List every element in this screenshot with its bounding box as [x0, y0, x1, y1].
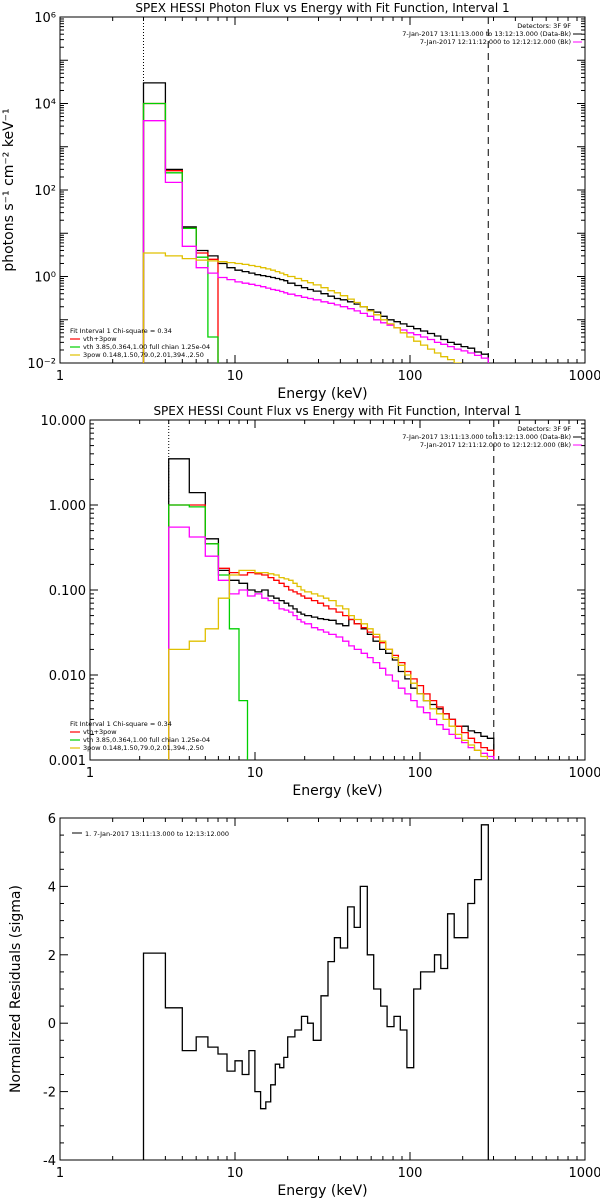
- series-group: [168, 458, 495, 760]
- y-tick-label: 1.000: [49, 499, 86, 514]
- plot-frame: [59, 817, 586, 1161]
- y-tick-label: -2: [43, 1086, 56, 1101]
- legend-top-entry: 7-Jan-2017 13:11:13.000 to 13:12:13.000 …: [402, 433, 571, 441]
- series-line-5: [168, 569, 489, 760]
- y-tick-label: 0.100: [49, 584, 86, 599]
- chart-3: 1 10 100 1000 Energy (keV) -4 -2 0 2 4 6 Normalized…: [8, 812, 600, 1199]
- fit-legend-entry: vth+3pow: [83, 728, 117, 736]
- x-tick-label: 10: [227, 1166, 244, 1181]
- y-tick-label: 0.010: [49, 669, 86, 684]
- series-line-3: [142, 102, 219, 363]
- y-tick-label: 2: [48, 949, 56, 964]
- y-tick-label: 10.000: [41, 414, 87, 429]
- fit-legend-header: Fit Interval 1 Chi-square = 0.34: [70, 720, 172, 728]
- legend-top-entry: Detectors: 3F 9F: [517, 22, 571, 30]
- y-tick-label: 10⁻²: [27, 357, 56, 372]
- x-tick-label: 10: [227, 369, 244, 384]
- x-tick-label: 1: [56, 369, 64, 384]
- x-tick-label: 100: [398, 369, 423, 384]
- y-tick-label: 10⁴: [34, 98, 56, 113]
- series-line-1: [142, 82, 489, 363]
- x-tick-label: 100: [408, 766, 433, 781]
- series-line-1: [142, 824, 489, 1160]
- fit-legend-entry: 3pow 0.148,1.50,79.0,2.01,394.,2.50: [83, 744, 204, 752]
- x-tick-label: 1: [56, 1166, 64, 1181]
- plot-frame: [89, 419, 586, 761]
- y-axis-label: photons s⁻¹ cm⁻² keV⁻¹: [1, 108, 17, 271]
- plot-frame: [59, 16, 586, 364]
- y-tick-label: 10⁶: [34, 11, 56, 26]
- x-tick-label: 100: [398, 1166, 423, 1181]
- x-axis-label: Energy (keV): [277, 1183, 367, 1199]
- series-group: [142, 82, 489, 363]
- y-tick-label: 6: [48, 812, 56, 827]
- series-line-4: [168, 526, 495, 760]
- series-line-3: [168, 504, 249, 760]
- y-tick-label: 4: [48, 880, 56, 895]
- chart-title: SPEX HESSI Photon Flux vs Energy with Fi…: [135, 1, 509, 15]
- fit-legend-header: Fit Interval 1 Chi-square = 0.34: [70, 327, 172, 335]
- residual-legend-entry: 1. 7-Jan-2017 13:11:13.000 to 12:13:12.0…: [85, 830, 229, 838]
- x-axis-label: Energy (keV): [277, 386, 367, 402]
- chart-1: SPEX HESSI Photon Flux vs Energy with Fi…: [1, 1, 600, 402]
- y-tick-label: 10⁰: [34, 271, 56, 286]
- chart-2: SPEX HESSI Count Flux vs Energy with Fit…: [41, 404, 600, 799]
- fit-legend-entry: vth 3.85,0.364,1.00 full chian 1.25e-04: [83, 343, 210, 351]
- x-tick-label: 10: [247, 766, 264, 781]
- y-tick-label: 0: [48, 1017, 56, 1032]
- x-tick-label: 1000: [568, 369, 600, 384]
- fit-legend-entry: vth 3.85,0.364,1.00 full chian 1.25e-04: [83, 736, 210, 744]
- legend-top-entry: Detectors: 3F 9F: [517, 425, 571, 433]
- fit-legend-entry: 3pow 0.148,1.50,79.0,2.01,394.,2.50: [83, 351, 204, 359]
- y-tick-label: 10²: [34, 184, 56, 199]
- y-tick-label: -4: [43, 1154, 56, 1169]
- legend-top-entry: 7-Jan-2017 12:11:12.000 to 12:12:12.000 …: [420, 38, 571, 46]
- y-tick-label: 0.001: [49, 754, 86, 769]
- x-tick-label: 1: [86, 766, 94, 781]
- x-axis-label: Energy (keV): [292, 783, 382, 799]
- series-group: [142, 824, 489, 1160]
- y-axis-label: Normalized Residuals (sigma): [8, 885, 24, 1093]
- legend-top-entry: 7-Jan-2017 12:11:12.000 to 12:12:12.000 …: [420, 441, 571, 449]
- fit-legend-entry: vth+3pow: [83, 335, 117, 343]
- series-line-5: [142, 252, 462, 363]
- series-line-4: [142, 120, 489, 363]
- x-tick-label: 1000: [568, 766, 600, 781]
- legend-top-entry: 7-Jan-2017 13:11:13.000 to 13:12:13.000 …: [402, 30, 571, 38]
- chart-title: SPEX HESSI Count Flux vs Energy with Fit…: [153, 404, 521, 418]
- x-tick-label: 1000: [568, 1166, 600, 1181]
